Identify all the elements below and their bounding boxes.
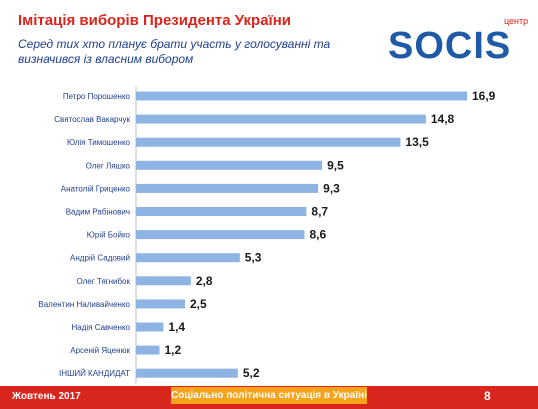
page-subtitle: Серед тих хто планує брати участь у голо… (18, 37, 331, 66)
bar (136, 114, 426, 124)
data-label: 9,3 (323, 181, 340, 195)
bar (136, 207, 307, 216)
category-label: Святослав Вакарчук (54, 115, 130, 124)
category-label: Олег Тягнибок (77, 277, 131, 286)
data-label: 2,5 (190, 297, 207, 311)
bar-chart: Петро Порошенко 16,9 Святослав Вакарчук 14,… (38, 86, 496, 384)
data-label: 14,8 (431, 112, 455, 126)
bar (136, 276, 191, 286)
bar (136, 137, 401, 147)
page-title: Імітація виборів Президента України (18, 12, 292, 29)
bar (136, 230, 305, 240)
data-label: 13,5 (405, 135, 429, 149)
data-label: 16,9 (472, 89, 496, 103)
category-label: Юлія Тимошенко (67, 138, 131, 147)
socis-logo: центр SOCIS (388, 16, 528, 64)
page-number: 8 (484, 389, 491, 403)
bar (136, 299, 185, 309)
bar (136, 322, 164, 332)
data-label: 2,8 (196, 274, 213, 288)
category-label: Арсеній Яценюк (70, 346, 130, 355)
data-label: 1,2 (165, 343, 182, 357)
data-label: 9,5 (327, 158, 344, 172)
footer-center-label: Соціально політична ситуація в Україні (171, 387, 367, 404)
bar (136, 345, 160, 355)
category-label: Надія Савченко (71, 323, 130, 332)
data-label: 8,6 (309, 228, 326, 242)
bar (136, 253, 240, 263)
logo-small-text: центр (504, 16, 528, 26)
category-label: Вадим Рабінович (66, 208, 130, 217)
data-label: 5,3 (245, 251, 262, 265)
category-label: Петро Порошенко (63, 92, 131, 101)
data-label: 1,4 (168, 320, 185, 334)
category-label: Валентин Наливайченко (38, 300, 130, 309)
footer-bar: Жовтень 2017 Соціально політична ситуаці… (0, 386, 538, 409)
category-label: Юрій Бойко (87, 231, 131, 240)
bar (136, 160, 323, 170)
bar (136, 91, 467, 101)
category-label: Анатолій Гриценко (61, 184, 131, 193)
footer-date: Жовтень 2017 (12, 391, 81, 402)
data-label: 8,7 (311, 205, 328, 219)
data-label: 5,2 (243, 366, 260, 380)
category-label: Олег Ляшко (86, 161, 131, 170)
bar (136, 183, 319, 193)
bar (136, 368, 238, 378)
logo-text: SOCIS (388, 25, 511, 64)
category-label: ІНШИЙ КАНДИДАТ (59, 369, 130, 378)
category-label: Андрій Садовий (70, 254, 130, 263)
